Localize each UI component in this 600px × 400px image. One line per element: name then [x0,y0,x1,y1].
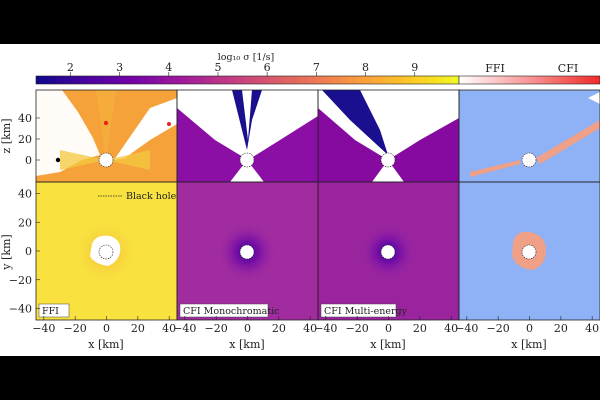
x-tick-label: 20 [413,322,427,335]
colorbar-tick-label: 6 [264,61,271,74]
panel-label-ffi-box [38,303,70,318]
x-tick-label: −40 [32,322,55,335]
axis-ticks: −40 −20 0 20 40−40 −20 0 20 40−40 −20 0 20 40−40 −20 0… [9,112,599,335]
black-hole-cfi-mono-xz [239,152,255,168]
ylabel-bottom: y [km] [0,234,13,270]
panel-label-cfi-multi-box [320,303,397,318]
black-hole-cfi-mono-xy [239,244,255,260]
classbar-label-cfi: CFI [558,62,578,75]
x-tick-label: −20 [205,322,228,335]
ylabel-top: z [km] [0,119,13,154]
black-hole-ffi-xz [98,152,114,168]
colorbar-tick-label: 9 [411,61,418,74]
y-tick-label-bottom: −20 [9,274,32,287]
x-tick-label: 40 [585,322,599,335]
panel-label-cfi-multi: CFI Multi-energy [324,306,408,317]
x-tick-label: −20 [64,322,87,335]
classbar-label-ffi: FFI [485,62,505,75]
colorbar-tick-label: 2 [67,61,74,74]
black-hole-cfi-multi-xz [380,152,396,168]
cfi-mono-xz-jet-core [242,90,252,140]
panel-cfi-mono-xz [177,90,318,182]
x-tick-label: 40 [303,322,317,335]
colorbar-label: log₁₀ σ [1/s] [218,52,275,63]
y-tick-label-bottom: 0 [25,245,32,258]
colorbar-tick-label: 5 [214,61,221,74]
panel-label-cfi-mono-box [179,303,269,318]
black-hole-ffi-xy [98,244,114,260]
black-hole-cfi-multi-xy [380,244,396,260]
cfi-multi-xz-jet [322,90,388,155]
panel-cfi-multi-xz [318,90,459,182]
panel-labels: FFI CFI Monochromatic CFI Multi-energy [38,303,408,318]
sigma-colorbar [35,75,460,85]
y-tick-label-top: 0 [25,154,32,167]
black-holes [98,152,537,260]
panel-frames [35,89,600,321]
y-tick-label-bottom: 20 [18,216,32,229]
x-tick-label: 20 [272,322,286,335]
ffi-xz-marker-red-1 [103,120,109,126]
x-tick-label: −40 [314,322,337,335]
xlabel-panel-3: x [km] [370,338,405,351]
panel-label-cfi-mono: CFI Monochromatic [183,306,279,317]
ffi-xz-marker-black [55,157,61,163]
class-xz-cfi-band-left [470,160,520,177]
black-hole-class-xz [521,152,537,168]
colorbar-tick-label: 8 [362,61,369,74]
ffi-xz-cone-left [60,150,106,170]
cfi-mono-xz-excluded-lower [230,160,264,182]
class-colorbar [458,75,600,85]
x-tick-label: 20 [554,322,568,335]
xlabel-panel-4: x [km] [511,338,546,351]
ffi-xz-marker-red-2 [167,122,171,126]
panel-label-ffi: FFI [42,306,59,317]
colorbar-ticks: 2 3 4 5 6 7 8 9 [67,61,418,76]
black-hole-class-xy [521,244,537,260]
x-tick-label: 0 [103,322,110,335]
colorbar-tick-label: 7 [313,61,320,74]
colorbar-tick-label: 4 [165,61,172,74]
x-tick-label: −20 [487,322,510,335]
x-tick-label: −40 [455,322,478,335]
panel-ffi-xz [36,90,177,182]
cfi-multi-xz-excluded-lower [372,160,404,182]
legend-black-hole-label: Black hole [126,191,177,202]
x-tick-label: 0 [244,322,251,335]
ffi-xz-cone-right [106,150,150,170]
class-xz-cfi-band-right [536,120,600,164]
cfi-multi-xz-jet-core [380,90,396,150]
x-tick-label: 0 [385,322,392,335]
x-tick-label: 0 [526,322,533,335]
x-tick-label: −40 [173,322,196,335]
x-tick-label: −20 [346,322,369,335]
legend: Black hole [98,191,177,202]
y-tick-label-top: 20 [18,133,32,146]
x-tick-label: 40 [444,322,458,335]
panel-class-xz [459,90,600,182]
y-tick-label-top: 40 [18,112,32,125]
x-tick-label: 20 [131,322,145,335]
ffi-xz-excluded-region [36,90,100,176]
ffi-xz-excluded-wedge [114,98,177,160]
xlabel-panel-2: x [km] [229,338,264,351]
x-tick-label: 40 [162,322,176,335]
y-tick-label-bottom: 40 [18,188,32,201]
colorbar-tick-label: 3 [116,61,123,74]
class-xz-excluded [588,92,600,104]
y-tick-label-bottom: −40 [9,303,32,316]
xlabel-panel-1: x [km] [88,338,123,351]
